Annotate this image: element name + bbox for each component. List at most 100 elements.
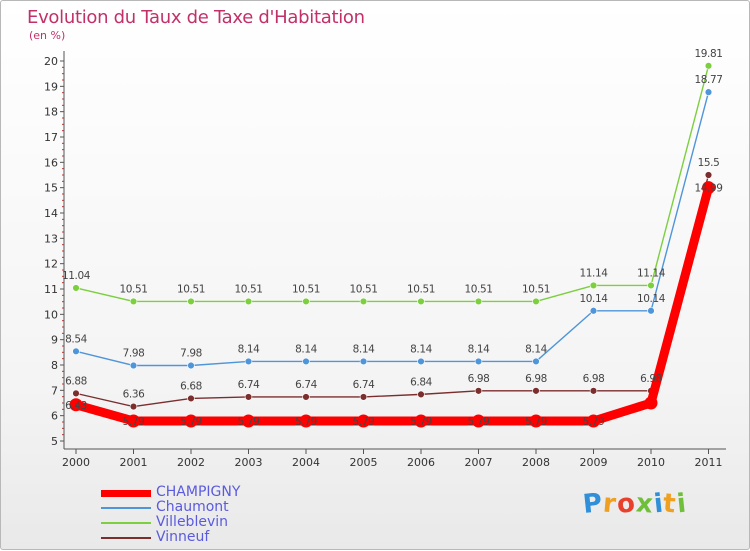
data-label-champigny: 5.79 [583, 416, 605, 428]
y-tick-label: 8 [51, 359, 58, 372]
data-point-villeblevin [244, 297, 253, 306]
data-label-vinneuf: 6.36 [123, 389, 145, 401]
data-label-chaumont: 8.14 [410, 343, 432, 355]
x-tick-label: 2008 [522, 456, 550, 469]
data-label-chaumont: 8.14 [525, 343, 547, 355]
data-point-chaumont [417, 357, 425, 366]
data-label-champigny: 5.79 [180, 416, 202, 428]
data-label-chaumont: 8.14 [353, 343, 375, 355]
y-tick-label: 15 [44, 182, 58, 195]
data-label-vinneuf: 6.68 [180, 380, 202, 392]
x-tick-label: 2007 [465, 456, 493, 469]
legend-label: CHAMPIGNY [156, 484, 241, 500]
series-line-chaumont [75, 91, 710, 367]
logo-letter: i [675, 488, 689, 520]
data-label-chaumont: 8.14 [238, 343, 260, 355]
data-point-villeblevin [647, 281, 655, 290]
y-tick-label: 16 [44, 156, 58, 169]
data-point-chaumont [129, 361, 138, 370]
data-point-champigny [472, 414, 485, 428]
data-label-villeblevin: 10.51 [522, 283, 550, 295]
data-label-vinneuf: 6.98 [583, 373, 605, 385]
data-point-vinneuf [417, 390, 425, 399]
data-point-champigny [299, 414, 313, 428]
x-tick-label: 2001 [120, 456, 148, 469]
data-point-villeblevin [359, 297, 368, 306]
data-point-chaumont [359, 357, 368, 366]
data-point-vinneuf [187, 394, 195, 403]
data-point-vinneuf [359, 393, 368, 401]
y-tick-label: 10 [44, 308, 58, 321]
data-point-chaumont [72, 347, 80, 356]
data-point-champigny [702, 181, 715, 195]
data-label-villeblevin: 11.14 [637, 267, 666, 279]
data-point-chaumont [589, 307, 598, 315]
logo-letter: x [634, 488, 655, 520]
data-point-champigny [69, 398, 83, 412]
y-tick-label: 19 [44, 80, 58, 93]
series-line-vinneuf [75, 174, 710, 408]
y-tick-label: 9 [51, 334, 58, 347]
data-label-vinneuf: 6.98 [525, 373, 547, 385]
data-label-vinneuf: 6.74 [295, 379, 317, 391]
data-label-vinneuf: 6.74 [353, 379, 375, 391]
x-tick-label: 2009 [580, 456, 608, 469]
data-label-vinneuf: 6.98 [468, 373, 490, 385]
legend-swatch [101, 522, 151, 524]
data-point-champigny [127, 414, 140, 428]
data-label-vinneuf: 6.74 [238, 379, 260, 391]
data-label-vinneuf: 6.84 [410, 376, 432, 388]
data-point-vinneuf [72, 389, 80, 398]
data-point-villeblevin [72, 284, 80, 292]
data-point-villeblevin [589, 281, 598, 290]
data-point-champigny [529, 414, 543, 428]
x-tick-label: 2010 [637, 456, 665, 469]
data-label-chaumont: 8.14 [295, 343, 317, 355]
chart-series [69, 62, 715, 428]
chart-axes: 5 6 7 8 9 10 11 12 13 14 15 16 17 18 19 20 2000 2001 2002 2… [44, 51, 726, 469]
data-point-villeblevin [302, 297, 310, 306]
data-point-chaumont [704, 88, 713, 96]
y-tick-label: 11 [44, 283, 58, 296]
data-label-villeblevin: 10.51 [464, 283, 492, 295]
y-tick-label: 6 [51, 410, 58, 423]
data-point-champigny [242, 414, 255, 428]
data-label-champigny: 5.79 [353, 416, 375, 428]
legend-swatch [101, 537, 151, 539]
data-point-vinneuf [589, 387, 598, 395]
data-point-chaumont [532, 357, 540, 366]
data-label-vinneuf: 6.98 [640, 373, 662, 385]
x-tick-label: 2005 [350, 456, 378, 469]
chart-title: Evolution du Taux de Taxe d'Habitation [27, 7, 365, 28]
data-label-champigny: 14.99 [694, 183, 722, 195]
data-point-chaumont [647, 307, 655, 315]
legend-swatch [101, 490, 151, 497]
data-label-vinneuf: 15.5 [698, 157, 720, 169]
data-point-champigny [587, 414, 600, 428]
data-label-villeblevin: 19.81 [694, 48, 722, 60]
data-label-champigny: 5.79 [123, 416, 145, 428]
data-point-villeblevin [417, 297, 425, 306]
data-point-vinneuf [532, 387, 540, 395]
x-tick-label: 2000 [62, 456, 90, 469]
y-tick-label: 5 [51, 435, 58, 448]
data-point-villeblevin [129, 297, 138, 306]
data-label-villeblevin: 11.14 [579, 267, 608, 279]
data-point-vinneuf [302, 393, 310, 401]
data-point-vinneuf [129, 402, 138, 411]
y-tick-label: 12 [44, 258, 58, 271]
data-label-vinneuf: 6.88 [65, 375, 87, 387]
data-label-chaumont: 8.54 [65, 333, 87, 345]
data-point-villeblevin [704, 62, 713, 70]
y-tick-label: 14 [44, 207, 58, 220]
data-point-vinneuf [244, 393, 253, 401]
x-tick-label: 2003 [235, 456, 263, 469]
data-label-villeblevin: 10.51 [292, 283, 320, 295]
data-point-chaumont [474, 357, 483, 366]
data-point-villeblevin [532, 297, 540, 306]
series-line-champigny [71, 183, 713, 426]
data-point-chaumont [302, 357, 310, 366]
data-point-champigny [414, 414, 428, 428]
data-label-chaumont: 7.98 [180, 348, 202, 360]
